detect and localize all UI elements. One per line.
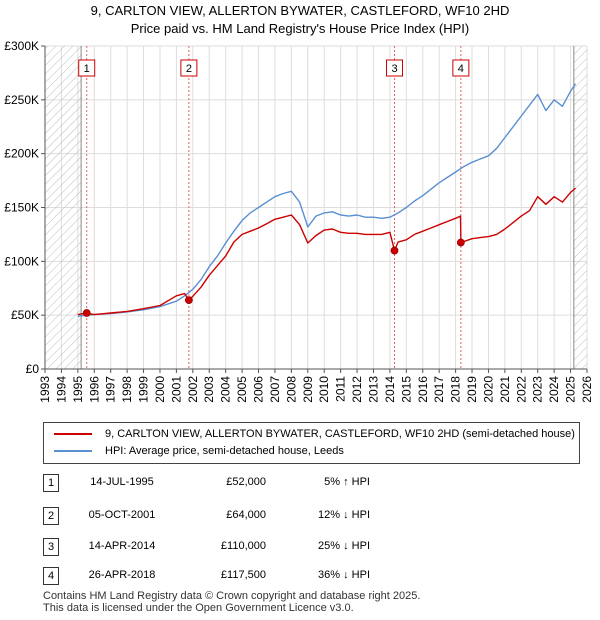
legend-swatch-hpi xyxy=(54,450,92,453)
transaction-hpi: 25% ↓ HPI xyxy=(318,540,370,552)
x-tick-label: 2003 xyxy=(202,376,216,403)
x-tick-label: 2012 xyxy=(350,376,364,403)
transaction-date: 14-APR-2014 xyxy=(88,540,156,552)
x-tick-label: 2017 xyxy=(432,376,446,403)
x-tick-label: 2021 xyxy=(498,376,512,403)
sale-point xyxy=(390,246,399,255)
transaction-number: 1 xyxy=(43,474,59,492)
x-tick-label: 1993 xyxy=(38,376,52,403)
sale-point xyxy=(82,309,91,317)
transaction-hpi: 36% ↓ HPI xyxy=(318,569,370,581)
x-tick-label: 2020 xyxy=(481,376,495,403)
x-tick-label: 2008 xyxy=(284,376,298,403)
y-tick-label: £200K xyxy=(4,147,39,161)
x-tick-label: 2004 xyxy=(219,376,233,403)
x-tick-label: 2002 xyxy=(186,376,200,403)
x-tick-label: 2016 xyxy=(416,376,430,403)
sale-label-box xyxy=(452,59,470,77)
legend-label-hpi: HPI: Average price, semi-detached house,… xyxy=(105,445,344,457)
sale-label-box xyxy=(180,59,198,77)
x-tick-label: 2009 xyxy=(301,376,315,403)
x-tick-label: 2023 xyxy=(531,376,545,403)
x-tick-label: 2010 xyxy=(317,376,331,403)
hatched-region xyxy=(45,46,82,369)
sale-point xyxy=(456,238,465,247)
price-chart: 1 2 3 4 £0 £50K £100K £150K £200K £250K £300K 1993… xyxy=(4,39,594,403)
transaction-number: 4 xyxy=(43,567,59,585)
sale-label: 2 xyxy=(186,63,192,75)
chart-title-line1: 9, CARLTON VIEW, ALLERTON BYWATER, CASTL… xyxy=(90,3,510,18)
legend: 9, CARLTON VIEW, ALLERTON BYWATER, CASTL… xyxy=(43,422,580,464)
sale-label: 4 xyxy=(458,63,464,75)
sale-point xyxy=(184,296,193,304)
transaction-number: 2 xyxy=(43,507,59,525)
transaction-number: 3 xyxy=(43,538,59,556)
transaction-row: 1 14-JUL-1995 £52,000 5% ↑ HPI xyxy=(0,474,600,494)
transaction-price: £52,000 xyxy=(226,476,266,488)
x-tick-label: 2005 xyxy=(235,376,249,403)
x-tick-label: 2001 xyxy=(169,376,183,403)
legend-label-property: 9, CARLTON VIEW, ALLERTON BYWATER, CASTL… xyxy=(105,428,575,440)
transaction-hpi: 12% ↓ HPI xyxy=(318,509,370,521)
transaction-price: £110,000 xyxy=(220,540,266,552)
sale-label: 1 xyxy=(84,63,90,75)
y-tick-label: £300K xyxy=(4,39,39,53)
x-tick-label: 2013 xyxy=(366,376,380,403)
y-tick-label: £150K xyxy=(4,201,39,215)
transaction-row: 4 26-APR-2018 £117,500 36% ↓ HPI xyxy=(0,567,600,587)
x-tick-label: 1998 xyxy=(120,376,134,403)
legend-item-hpi: HPI: Average price, semi-detached house,… xyxy=(54,443,344,459)
footer-copyright: Contains HM Land Registry data © Crown c… xyxy=(43,590,421,602)
transaction-date: 05-OCT-2001 xyxy=(88,509,156,521)
transaction-date: 26-APR-2018 xyxy=(88,569,156,581)
transaction-date: 14-JUL-1995 xyxy=(90,476,154,488)
x-tick-label: 2026 xyxy=(580,376,594,403)
y-tick-label: £250K xyxy=(4,93,39,107)
x-tick-label: 2014 xyxy=(383,376,397,403)
x-tick-label: 2015 xyxy=(399,376,413,403)
x-tick-label: 2018 xyxy=(449,376,463,403)
x-tick-label: 2007 xyxy=(268,376,282,403)
transaction-price: £64,000 xyxy=(226,509,266,521)
x-tick-label: 1996 xyxy=(87,376,101,403)
y-tick-label: £100K xyxy=(4,254,39,268)
legend-swatch-property xyxy=(54,433,92,436)
hatched-region xyxy=(573,46,587,369)
x-tick-label: 2024 xyxy=(547,376,561,403)
x-tick-label: 1995 xyxy=(71,376,85,403)
chart-title-line2: Price paid vs. HM Land Registry's House … xyxy=(130,21,470,36)
x-tick-label: 2006 xyxy=(252,376,266,403)
x-tick-label: 2000 xyxy=(153,376,167,403)
x-tick-label: 1997 xyxy=(104,376,118,403)
sale-label-box xyxy=(78,59,96,77)
x-tick-label: 2022 xyxy=(514,376,528,403)
series-line xyxy=(77,187,576,316)
transaction-hpi: 5% ↑ HPI xyxy=(324,476,370,488)
sale-label: 3 xyxy=(391,63,397,75)
legend-item-property: 9, CARLTON VIEW, ALLERTON BYWATER, CASTL… xyxy=(54,426,575,442)
x-tick-label: 2011 xyxy=(334,376,348,402)
y-tick-label: £0 xyxy=(26,362,40,376)
transaction-row: 3 14-APR-2014 £110,000 25% ↓ HPI xyxy=(0,538,600,558)
footer-licence: This data is licensed under the Open Gov… xyxy=(43,602,354,614)
x-tick-label: 1999 xyxy=(137,376,151,403)
x-tick-label: 1994 xyxy=(54,376,68,403)
y-tick-label: £50K xyxy=(11,308,39,322)
transaction-price: £117,500 xyxy=(220,569,266,581)
series-line xyxy=(77,83,577,317)
transaction-row: 2 05-OCT-2001 £64,000 12% ↓ HPI xyxy=(0,507,600,527)
sale-label-box xyxy=(386,59,404,77)
x-tick-label: 2019 xyxy=(465,376,479,403)
x-tick-label: 2025 xyxy=(564,376,578,403)
